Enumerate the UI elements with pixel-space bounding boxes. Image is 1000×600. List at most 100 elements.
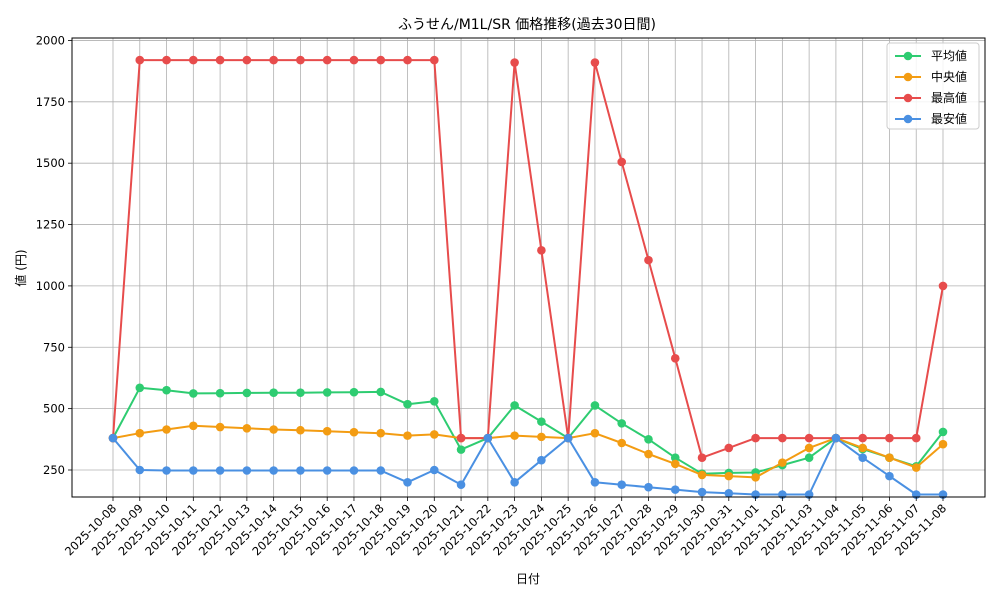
- data-point: [590, 401, 600, 410]
- data-point: [269, 55, 278, 65]
- y-axis-title: 値 (円): [13, 249, 28, 286]
- data-point: [697, 487, 707, 497]
- series-line: [112, 386, 944, 475]
- data-point: [617, 157, 627, 167]
- data-point: [644, 482, 653, 492]
- y-tick-label: 2000: [36, 33, 65, 47]
- data-point: [429, 430, 439, 439]
- data-point: [242, 466, 252, 475]
- data-point: [189, 55, 198, 65]
- data-point: [456, 445, 466, 454]
- legend-marker: [903, 72, 913, 82]
- legend-marker: [903, 51, 913, 61]
- x-tick-labels: 2025-10-082025-10-092025-10-102025-10-11…: [62, 497, 949, 558]
- data-point: [537, 417, 546, 426]
- data-point: [162, 55, 171, 65]
- data-point: [296, 388, 305, 397]
- data-point: [215, 422, 225, 432]
- data-point: [644, 449, 653, 459]
- data-point: [778, 458, 787, 467]
- data-point: [108, 433, 118, 443]
- data-point: [322, 55, 332, 65]
- data-point: [697, 470, 707, 480]
- data-point: [670, 453, 680, 463]
- chart-title: ふうせん/M1L/SR 価格推移(過去30日間): [398, 17, 656, 33]
- data-point: [670, 485, 680, 494]
- y-tick-labels: 250 500 750 1000 1250 1500 1750 2000: [36, 33, 72, 477]
- legend-label: 中央値: [931, 69, 967, 84]
- data-point: [831, 433, 841, 443]
- data-point: [162, 466, 171, 475]
- data-point: [429, 396, 439, 406]
- data-point: [135, 428, 145, 438]
- y-tick-label: 250: [43, 463, 65, 477]
- data-point: [804, 443, 814, 453]
- data-point: [322, 466, 332, 475]
- legend-label: 最安値: [931, 111, 967, 126]
- legend-box: [886, 42, 980, 130]
- data-point: [376, 55, 386, 65]
- data-point: [697, 453, 707, 463]
- data-point: [911, 433, 921, 443]
- data-point: [911, 463, 921, 472]
- legend-marker: [903, 114, 913, 124]
- data-point: [376, 387, 386, 397]
- data-point: [376, 428, 386, 438]
- data-point: [537, 455, 546, 465]
- data-point: [858, 433, 867, 443]
- data-point: [242, 55, 252, 65]
- data-point: [885, 453, 894, 463]
- data-point: [778, 433, 787, 443]
- data-point: [537, 432, 546, 442]
- data-point: [563, 433, 573, 443]
- data-point: [510, 477, 519, 487]
- data-point: [510, 58, 519, 67]
- y-tick-label: 1000: [36, 279, 65, 293]
- data-point: [296, 466, 305, 475]
- data-point: [938, 439, 948, 449]
- data-point: [483, 433, 493, 443]
- data-point: [403, 399, 412, 409]
- data-point: [135, 465, 145, 475]
- data-point: [135, 55, 145, 65]
- data-point: [670, 354, 680, 363]
- data-point: [617, 480, 627, 490]
- data-point: [376, 466, 386, 475]
- data-point: [456, 433, 466, 443]
- data-point: [751, 473, 760, 482]
- data-point: [429, 55, 439, 65]
- data-point: [858, 453, 867, 463]
- data-point: [938, 281, 948, 291]
- data-point: [724, 489, 734, 498]
- y-tick-label: 500: [43, 402, 65, 416]
- data-point: [403, 55, 412, 65]
- data-point: [403, 431, 412, 440]
- data-point: [590, 58, 600, 67]
- data-point: [215, 466, 225, 475]
- data-point: [269, 425, 278, 434]
- data-point: [296, 55, 305, 65]
- y-tick-label: 750: [43, 340, 65, 354]
- data-point: [617, 419, 627, 428]
- data-point: [189, 389, 198, 398]
- data-point: [322, 388, 332, 397]
- data-point: [590, 428, 600, 438]
- data-point: [162, 385, 171, 395]
- legend-marker: [903, 93, 913, 103]
- data-point: [670, 459, 680, 469]
- data-point: [510, 401, 519, 410]
- series-group: [108, 383, 948, 478]
- data-point: [456, 480, 466, 490]
- data-point: [349, 466, 359, 475]
- data-point: [724, 471, 734, 481]
- grid-lines: [72, 38, 985, 497]
- data-point: [885, 433, 894, 443]
- data-point: [644, 435, 653, 444]
- x-axis-title: 日付: [516, 572, 540, 586]
- plot-frame: [71, 37, 986, 498]
- data-point: [804, 453, 814, 463]
- data-point: [804, 433, 814, 443]
- series-line: [112, 424, 944, 479]
